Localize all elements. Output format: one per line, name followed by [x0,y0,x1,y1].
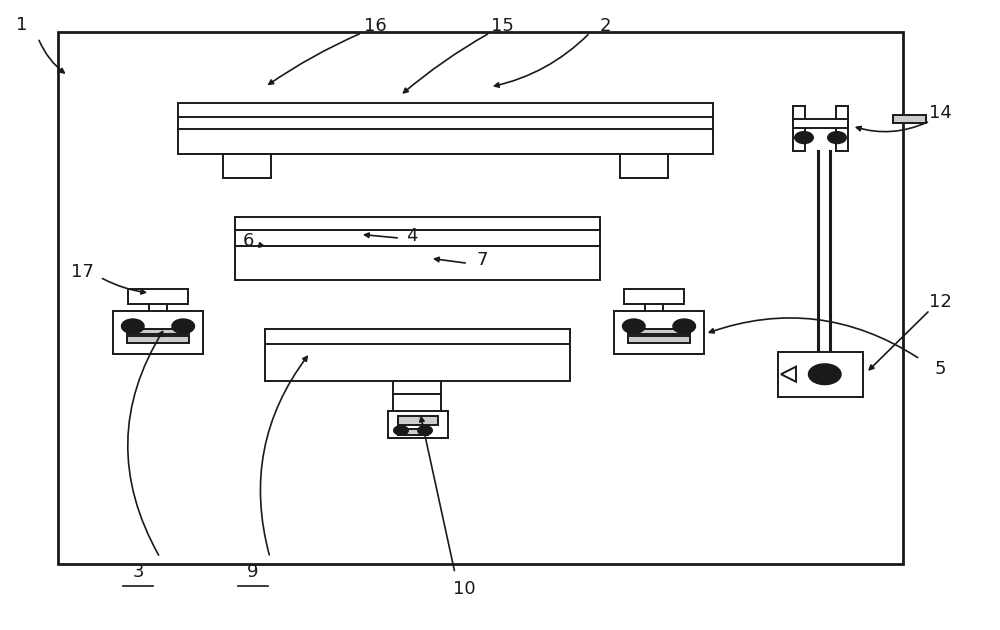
Text: 17: 17 [71,263,93,281]
Bar [113,311,203,354]
Text: 3: 3 [132,563,144,581]
Bar [793,106,805,151]
Bar [624,289,684,304]
Circle shape [795,132,813,143]
Bar [388,411,448,438]
Bar [127,329,189,335]
Text: 12: 12 [929,294,951,311]
Circle shape [809,364,841,384]
Bar [235,217,600,280]
Bar [628,329,690,335]
Circle shape [172,319,194,333]
Text: 14: 14 [929,105,951,122]
Text: 6: 6 [242,232,254,250]
Text: 1: 1 [16,16,28,34]
Text: 9: 9 [247,563,259,581]
Circle shape [394,426,408,435]
Bar [265,329,570,381]
Bar [620,154,668,178]
Bar [128,289,188,304]
Bar [778,352,863,397]
Circle shape [418,426,432,435]
Polygon shape [781,367,796,382]
Bar [398,416,438,425]
Text: 15: 15 [491,18,513,35]
Bar [836,106,848,151]
Bar [58,32,903,564]
Bar [793,120,848,128]
Text: 16: 16 [364,18,386,35]
Circle shape [828,132,846,143]
Bar [893,115,926,123]
Bar [393,381,441,418]
Bar [614,311,704,354]
Text: 10: 10 [453,580,475,598]
Text: 4: 4 [406,227,418,245]
Text: 2: 2 [599,18,611,35]
Circle shape [623,319,645,333]
Text: 5: 5 [934,360,946,377]
Circle shape [122,319,144,333]
Bar [223,154,271,178]
Bar [628,336,690,343]
Bar [127,336,189,343]
Bar [398,429,428,435]
Circle shape [673,319,695,333]
Text: 7: 7 [476,251,488,268]
Bar [178,103,713,154]
